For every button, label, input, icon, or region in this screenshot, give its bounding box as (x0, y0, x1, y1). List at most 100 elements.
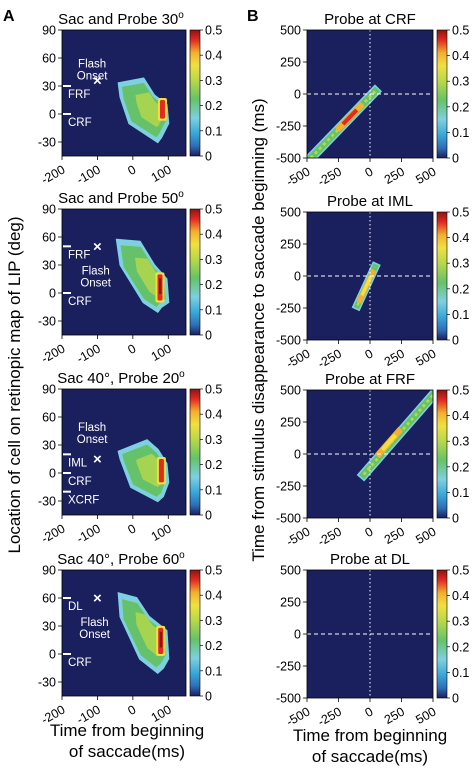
y-tick-label: 0 (49, 287, 56, 301)
y-tick-label: 90 (42, 383, 56, 397)
y-tick-label: -30 (38, 315, 56, 329)
y-tick-label: 60 (42, 231, 56, 245)
location-label: XCRF (68, 495, 99, 507)
a-xlabel-line2: of saccade(ms) (69, 742, 185, 761)
colorbar-A1: 0.5 0.4 0.3 0.2 0.1 0 (189, 24, 222, 164)
y-tick-label: 250 (280, 416, 301, 430)
title-degree: o (178, 189, 184, 200)
panel-title: Probe at FRF (325, 371, 415, 388)
y-tick-label: 60 (42, 592, 56, 606)
flash-onset-label: Onset (77, 70, 108, 82)
y-tick-label: 30 (42, 439, 56, 453)
flash-onset-label: Flash (78, 58, 106, 70)
y-tick-label: -30 (38, 136, 56, 150)
colorbar-tick-label: 0.1 (205, 483, 222, 497)
flash-onset-label: Flash (78, 422, 106, 434)
y-tick-label: 500 (280, 564, 301, 578)
y-tick-label: 250 (280, 56, 301, 70)
colorbar-tick-label: 0 (452, 512, 459, 526)
colorbar-gradient (436, 389, 448, 519)
x-tick-label: 0 (362, 524, 375, 540)
x-tick-label: 500 (413, 524, 438, 547)
x-tick-label: -100 (74, 341, 103, 366)
colorbar-gradient (189, 388, 201, 516)
colorbar-tick-label: 0.4 (205, 49, 222, 63)
flash-onset-label: Onset (80, 277, 111, 289)
heatmap-cells (351, 261, 381, 312)
colorbar-tick-label: 0.3 (452, 75, 469, 89)
x-tick-label: -200 (39, 521, 68, 546)
colorbar-tick-label: 0.2 (205, 639, 222, 653)
colorbar-gradient (436, 211, 448, 341)
band-peak (380, 433, 397, 452)
colorbar-tick-label: 0.1 (452, 126, 469, 140)
x-tick-label: 0 (125, 521, 138, 537)
y-tick-label: 500 (280, 24, 301, 38)
x-tick-label: 0 (362, 346, 375, 362)
heatmap-cells (356, 390, 433, 482)
flash-onset-marker: × (93, 72, 102, 89)
y-tick-label: 30 (42, 620, 56, 634)
activity-peak (159, 631, 163, 648)
location-label: CRF (68, 117, 92, 129)
x-tick-label: 0 (125, 341, 138, 357)
heatmap-cells (307, 84, 383, 158)
y-tick-label: 0 (49, 648, 56, 662)
colorbar-tick-label: 0.5 (452, 24, 469, 38)
activity-core (135, 92, 163, 128)
x-tick-label: -500 (284, 346, 313, 371)
colorbar-tick-label: 0.3 (205, 614, 222, 628)
colorbar-A2: 0.5 0.4 0.3 0.2 0.1 0 (189, 203, 222, 343)
title-degree: o (179, 550, 185, 561)
y-tick-label: 0 (49, 108, 56, 122)
band-peak (341, 108, 359, 126)
location-label: IML (68, 457, 88, 469)
a-xlabel-line1: Time from beginning (50, 721, 204, 740)
colorbar-tick-label: 0.1 (452, 486, 469, 500)
colorbar-tick-label: 0.1 (452, 308, 469, 322)
x-tick-label: -100 (74, 521, 103, 546)
colorbar-tick-label: 0.4 (452, 589, 469, 603)
colorbar-tick-label: 0.3 (452, 435, 469, 449)
colorbar-gradient (189, 29, 201, 157)
colorbar-tick-label: 0.4 (452, 409, 469, 423)
colorbar-tick-label: 0.3 (205, 433, 222, 447)
colorbar-tick-label: 0.2 (452, 640, 469, 654)
colorbar-tick-label: 0.2 (205, 99, 222, 113)
panel-title: Probe at IML (327, 193, 413, 210)
colorbar-tick-label: 0.1 (452, 666, 469, 680)
colorbar-tick-label: 0.5 (205, 24, 222, 38)
colorbar-A3: 0.5 0.4 0.3 0.2 0.1 0 (189, 383, 222, 523)
y-tick-label: 90 (42, 203, 56, 217)
axes-frame (61, 388, 187, 516)
x-tick-label: 0 (125, 702, 138, 718)
location-label: CRF (68, 476, 92, 488)
flash-onset-label: Flash (81, 617, 109, 629)
colorbar-tick-label: 0.2 (205, 458, 222, 472)
y-tick-label: -250 (276, 302, 301, 316)
axes-frame (61, 569, 187, 697)
axes-frame (61, 29, 187, 157)
flash-onset-label: Onset (79, 629, 110, 641)
panel-title: Probe at DL (330, 551, 410, 568)
activity-peak (160, 462, 163, 477)
y-tick-label: -250 (276, 120, 301, 134)
location-label: FRF (68, 249, 90, 261)
colorbar-A4: 0.5 0.4 0.3 0.2 0.1 0 (189, 564, 222, 704)
b-ylabel: Time from stimulus disappearance to sacc… (249, 98, 268, 561)
colorbar-gradient (436, 29, 448, 159)
colorbar-B3: 0.5 0.4 0.3 0.2 0.1 0 (436, 384, 469, 526)
x-tick-label: 500 (413, 346, 438, 369)
x-tick-label: 500 (413, 704, 438, 727)
y-tick-label: 60 (42, 52, 56, 66)
y-tick-label: -500 (276, 692, 301, 706)
y-tick-label: 250 (280, 596, 301, 610)
colorbar-gradient (189, 569, 201, 697)
colorbar-tick-label: 0.4 (205, 228, 222, 242)
colorbar-tick-label: 0.4 (452, 49, 469, 63)
flash-onset-marker: × (93, 451, 102, 468)
x-tick-label: -500 (284, 164, 313, 189)
colorbar-tick-label: 0.5 (452, 384, 469, 398)
title-degree: o (178, 10, 184, 21)
